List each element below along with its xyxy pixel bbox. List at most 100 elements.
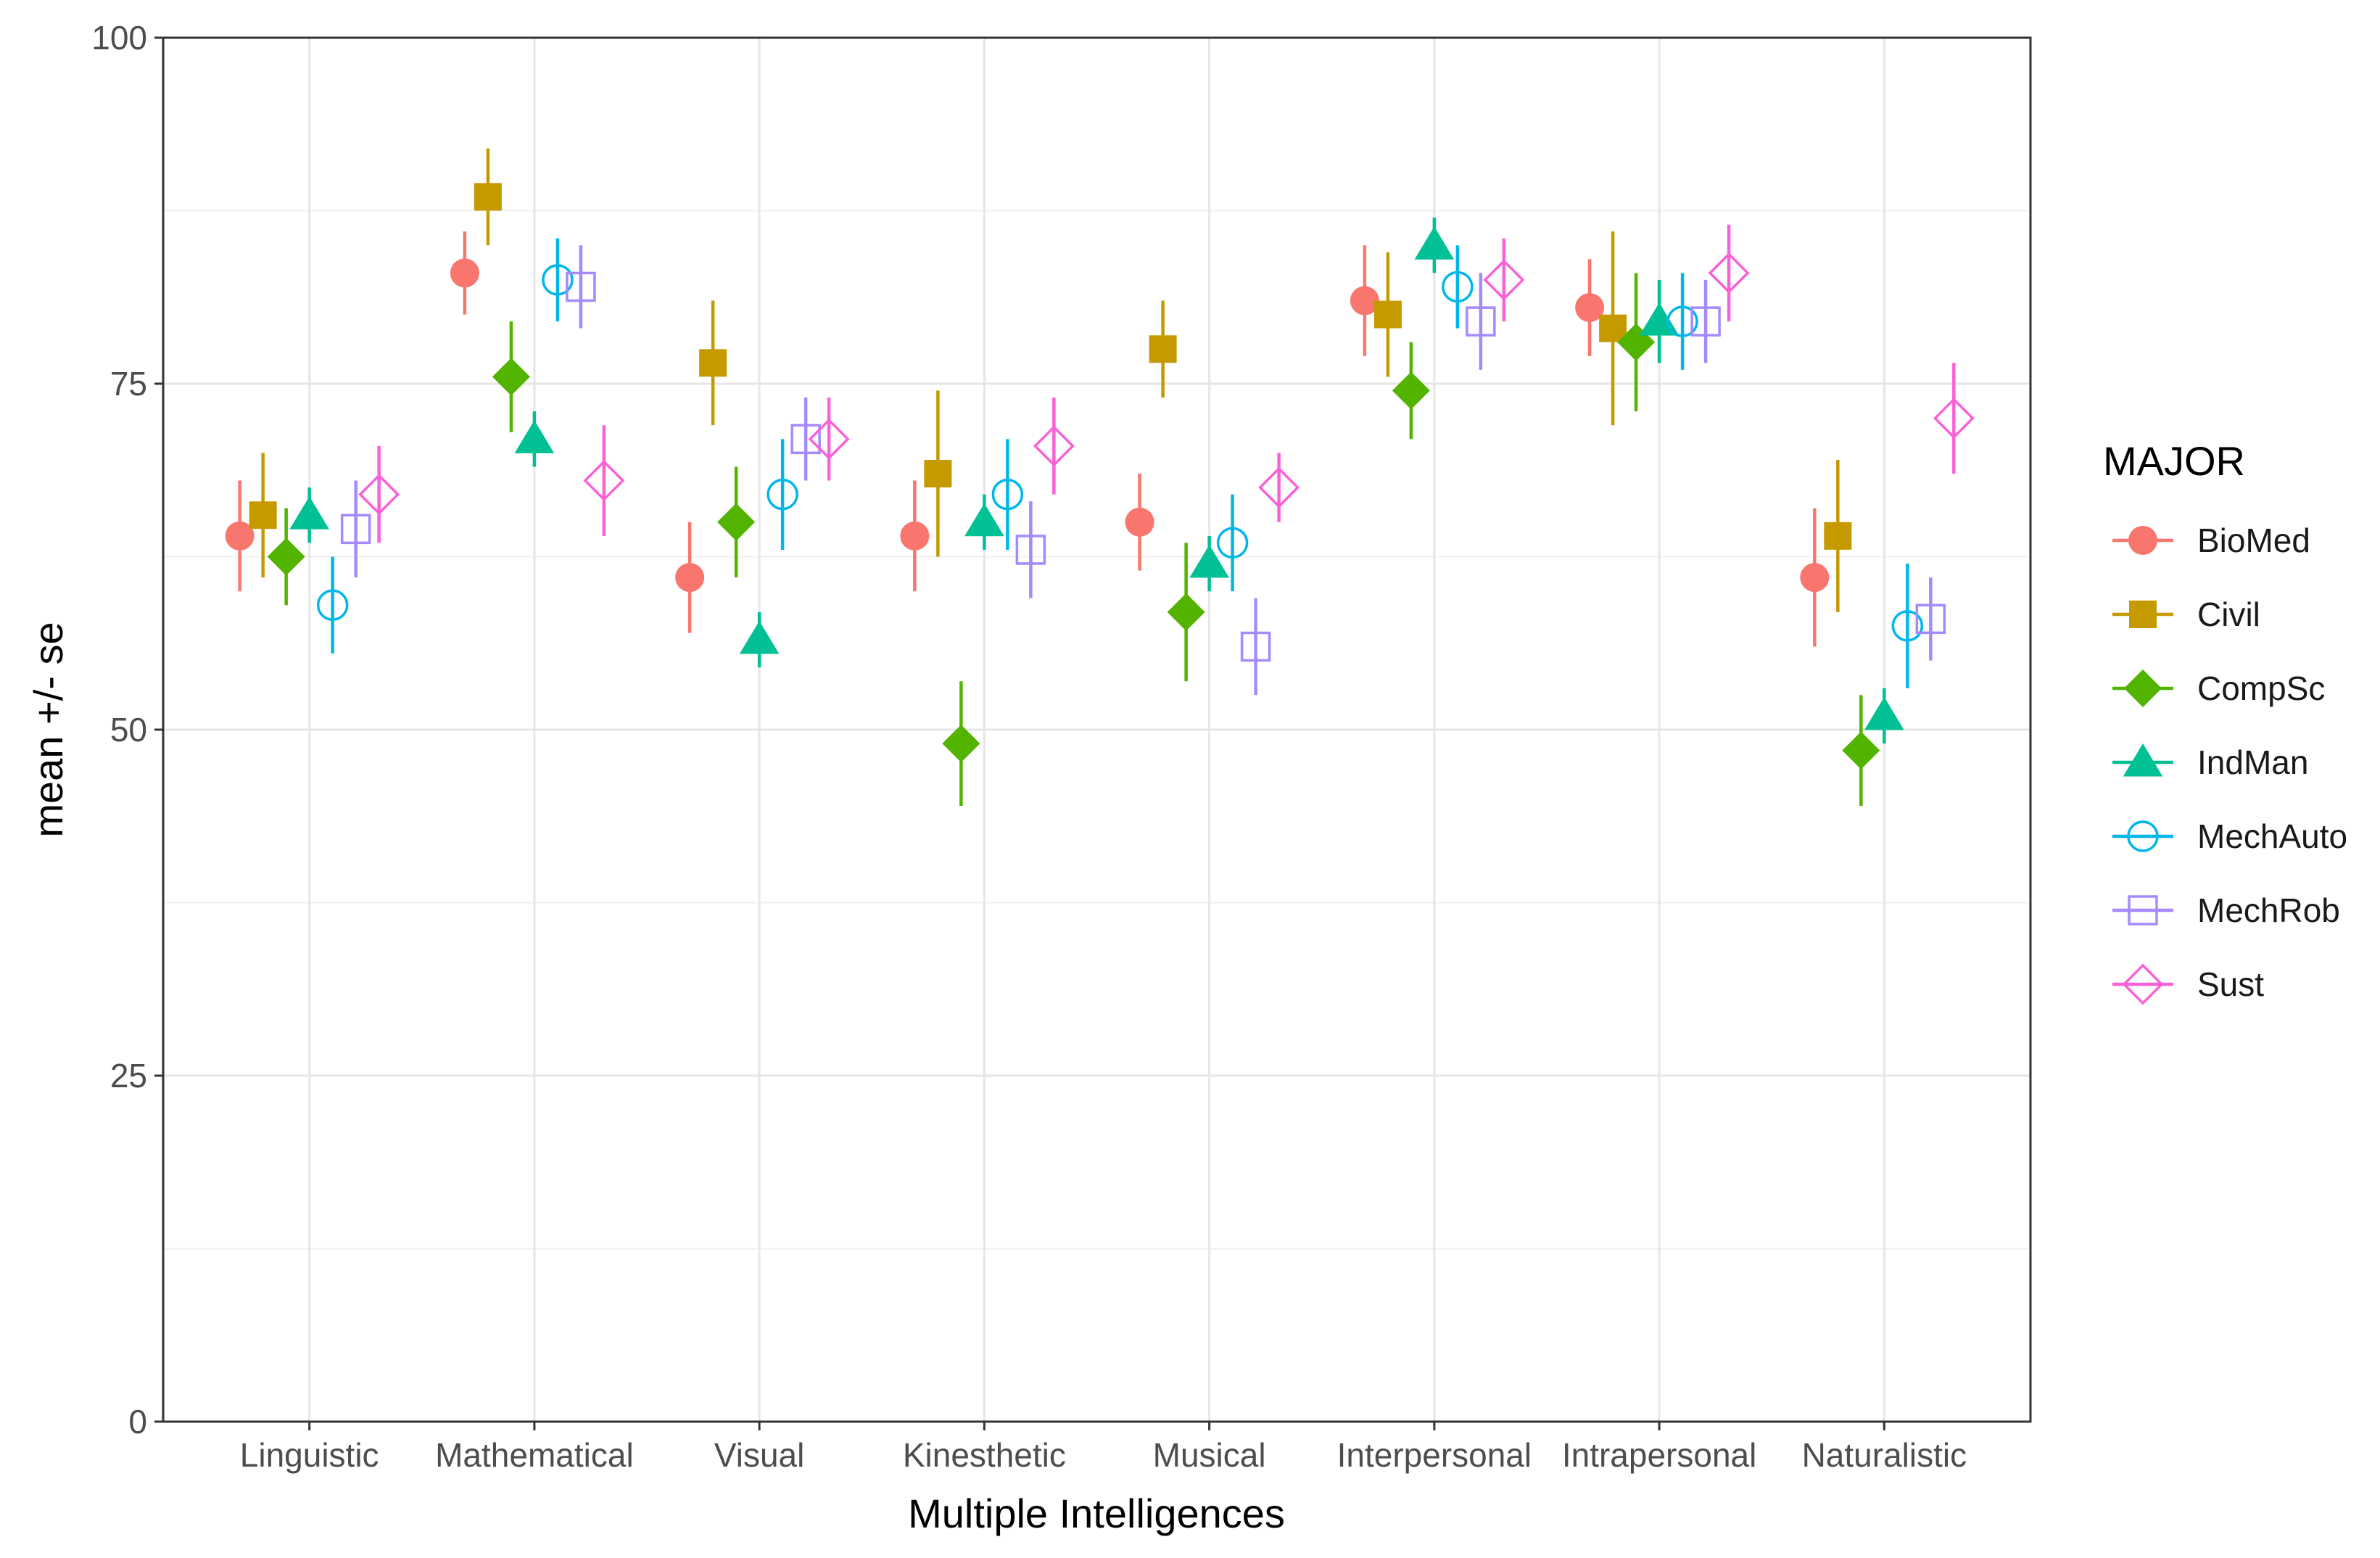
x-tick-label: Visual	[714, 1436, 804, 1474]
data-point	[991, 478, 1024, 511]
x-tick-label: Musical	[1153, 1436, 1266, 1474]
legend-label: Sust	[2197, 965, 2264, 1003]
data-point	[566, 271, 596, 302]
data-point	[1575, 293, 1605, 323]
data-point	[316, 589, 349, 622]
data-point	[1483, 259, 1525, 301]
legend-label: IndMan	[2197, 743, 2308, 781]
data-point	[1167, 593, 1205, 631]
legend-label: Civil	[2197, 595, 2260, 633]
legend-key-marker	[2123, 743, 2163, 777]
x-tick-label: Naturalistic	[1802, 1436, 1967, 1474]
data-point	[1258, 466, 1300, 508]
legend-key-marker	[2122, 963, 2164, 1005]
data-point	[1666, 305, 1698, 337]
data-point	[514, 420, 555, 453]
data-point	[717, 503, 756, 541]
data-point	[699, 349, 727, 377]
data-point	[790, 424, 821, 455]
series-mechrob	[340, 245, 1946, 696]
data-point	[964, 503, 1004, 537]
data-point	[942, 725, 980, 763]
data-point	[1189, 545, 1229, 578]
data-point	[249, 501, 277, 529]
data-point	[1891, 610, 1924, 642]
data-point	[1800, 563, 1830, 593]
legend-item-indman: IndMan	[2112, 743, 2308, 781]
legend-item-mechrob: MechRob	[2112, 891, 2340, 929]
data-point	[267, 537, 305, 576]
data-point	[450, 258, 479, 288]
data-point	[1915, 603, 1946, 635]
data-point	[1414, 226, 1455, 260]
data-point	[1015, 535, 1046, 565]
data-point	[924, 460, 952, 488]
data-point	[1933, 397, 1975, 440]
legend-label: CompSc	[2197, 669, 2325, 707]
y-axis: 0 25 50 75 100	[91, 19, 163, 1440]
legend-key-marker	[2127, 820, 2159, 852]
x-tick-label: Mathematical	[435, 1436, 634, 1474]
x-tick-label: Intrapersonal	[1562, 1436, 1757, 1474]
data-point	[542, 264, 574, 296]
data-point	[474, 183, 502, 211]
legend-key-marker	[2129, 601, 2157, 628]
data-point	[1149, 335, 1177, 363]
legend-item-biomed: BioMed	[2112, 522, 2310, 559]
series-mechauto	[316, 238, 1924, 688]
data-point	[1690, 306, 1721, 337]
data-point	[1864, 696, 1904, 730]
legend-key-marker	[2124, 669, 2162, 707]
legend-title: MAJOR	[2103, 438, 2245, 484]
data-point	[1125, 507, 1154, 537]
minor-gridlines	[163, 210, 2030, 1250]
data-point	[1216, 527, 1249, 559]
y-tick-label: 50	[110, 711, 147, 749]
y-tick-label: 0	[128, 1403, 147, 1440]
legend-key-marker	[2128, 895, 2158, 926]
legend-label: BioMed	[2197, 522, 2310, 559]
x-axis-title: Multiple Intelligences	[908, 1491, 1285, 1536]
data-point	[1824, 522, 1852, 550]
data-point	[1033, 425, 1075, 467]
data-point	[1466, 306, 1496, 337]
x-axis: Linguistic Mathematical Visual Kinesthetic M…	[240, 1422, 1967, 1474]
data-point	[739, 620, 780, 654]
data-point	[1442, 271, 1474, 303]
data-point	[1350, 286, 1379, 316]
data-point	[1373, 300, 1402, 329]
data-point	[1708, 252, 1750, 294]
x-tick-label: Interpersonal	[1337, 1436, 1532, 1474]
x-tick-label: Linguistic	[240, 1436, 379, 1474]
data-point	[340, 514, 371, 545]
legend-item-mechauto: MechAuto	[2112, 817, 2347, 855]
data-point	[808, 418, 850, 460]
series-biomed	[225, 231, 1830, 647]
data-point	[289, 496, 329, 529]
data-point	[225, 521, 255, 551]
legend-label: MechRob	[2197, 891, 2340, 929]
y-tick-label: 25	[110, 1057, 147, 1095]
data-point	[583, 460, 625, 502]
data-point	[358, 474, 400, 516]
data-point	[1392, 371, 1430, 410]
y-axis-title: mean +/- se	[25, 622, 71, 837]
data-point	[492, 358, 530, 396]
legend-key-marker	[2128, 526, 2157, 555]
y-tick-label: 100	[91, 19, 147, 57]
series-sust	[358, 224, 1975, 543]
data-marks	[225, 148, 1975, 806]
data-point	[675, 563, 705, 593]
series-indman	[289, 218, 1904, 744]
data-point	[767, 478, 798, 511]
data-point	[1240, 631, 1271, 662]
data-point	[1842, 731, 1880, 770]
series-compsc	[267, 273, 1880, 806]
x-tick-label: Kinesthetic	[903, 1436, 1066, 1474]
data-point	[900, 521, 930, 551]
legend-item-civil: Civil	[2112, 595, 2260, 633]
series-civil	[249, 148, 1852, 612]
legend-item-compsc: CompSc	[2112, 669, 2325, 707]
y-tick-label: 75	[110, 365, 147, 403]
